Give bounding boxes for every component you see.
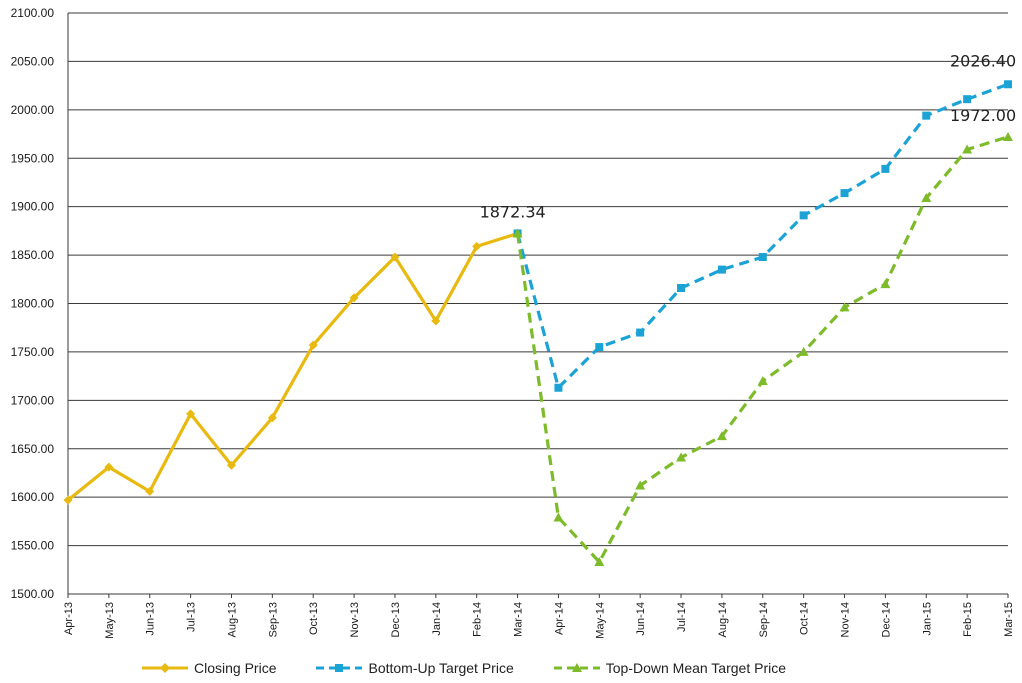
y-tick-label: 1700.00: [11, 393, 55, 407]
x-tick-label: Jun-13: [145, 602, 157, 636]
annotation-label: 2026.40: [950, 51, 1016, 70]
gridlines: [67, 12, 1008, 595]
data-point: [716, 431, 727, 441]
data-point: [554, 383, 563, 392]
series-line-1: [516, 82, 1009, 390]
data-point: [63, 495, 73, 505]
annotation-label: 1972.00: [950, 106, 1016, 125]
x-tick-label: Nov-14: [840, 602, 852, 637]
data-point: [677, 284, 686, 293]
data-point: [839, 302, 850, 312]
y-tick-label: 1550.00: [11, 539, 55, 553]
data-point: [840, 189, 849, 198]
x-tick-label: Oct-14: [799, 602, 811, 635]
data-point: [186, 409, 196, 419]
legend-label-closing-price: Closing Price: [194, 660, 277, 676]
data-point: [267, 413, 277, 423]
data-point: [636, 328, 645, 337]
data-point: [553, 512, 564, 522]
data-point: [512, 228, 523, 238]
x-tick-label: Jan-14: [431, 602, 443, 636]
data-point: [799, 211, 808, 220]
y-tick-label: 1600.00: [11, 490, 55, 504]
y-tick-label: 1750.00: [11, 345, 55, 359]
x-tick-label: Jul-13: [186, 602, 198, 632]
data-point: [921, 192, 932, 202]
data-point: [922, 111, 931, 120]
y-tick-label: 1950.00: [11, 151, 55, 165]
series-line-2: [516, 135, 1009, 564]
x-tick-label: Sep-14: [758, 602, 770, 637]
y-tick-label: 2050.00: [11, 54, 55, 68]
x-tick-label: Mar-15: [1003, 602, 1015, 637]
data-point: [145, 486, 155, 496]
data-point: [472, 241, 482, 251]
data-point: [717, 265, 726, 274]
x-tick-label: Feb-14: [472, 602, 484, 637]
legend-line-bottom-up-icon: [316, 664, 363, 672]
data-point: [962, 144, 973, 154]
data-point: [798, 346, 809, 356]
data-point: [881, 164, 890, 173]
data-point: [349, 293, 359, 303]
data-point: [431, 316, 441, 326]
y-tick-label: 2000.00: [11, 103, 55, 117]
x-tick-label: Jan-15: [921, 602, 933, 636]
x-axis-ticks: Apr-13 May-13 Jun-13 Jul-13 Aug-13 Sep-13 Oct-…: [63, 594, 1015, 639]
x-tick-label: Dec-13: [390, 602, 402, 637]
legend-label-bottom-up: Bottom-Up Target Price: [368, 660, 514, 676]
data-point: [595, 343, 604, 352]
x-tick-label: Sep-13: [267, 602, 279, 637]
x-tick-label: Mar-14: [513, 602, 525, 637]
data-point: [308, 340, 318, 350]
x-tick-label: May-14: [594, 602, 606, 639]
y-tick-label: 1500.00: [11, 587, 55, 601]
legend-line-closing-icon: [142, 663, 188, 673]
data-point: [635, 480, 646, 490]
x-tick-label: Jun-14: [635, 602, 647, 636]
data-point: [757, 375, 768, 385]
x-tick-label: Aug-14: [717, 602, 729, 637]
annotations: 1872.34 2026.40 1972.00: [480, 51, 1017, 221]
legend: Closing Price Bottom-Up Target Price Top…: [140, 660, 824, 676]
legend-item-bottom-up: Bottom-Up Target Price: [314, 660, 514, 676]
data-point: [594, 557, 605, 567]
data-point: [226, 460, 236, 470]
y-tick-label: 1850.00: [11, 248, 55, 262]
legend-item-closing-price: Closing Price: [140, 660, 276, 676]
annotation-label: 1872.34: [480, 202, 546, 221]
x-tick-label: Nov-13: [349, 602, 361, 637]
x-tick-label: Feb-15: [962, 602, 974, 637]
x-tick-label: May-13: [104, 602, 116, 639]
legend-label-top-down: Top-Down Mean Target Price: [605, 660, 787, 676]
data-point: [880, 279, 891, 289]
data-point: [963, 95, 972, 104]
y-axis-ticks: 1500.00 1550.00 1600.00 1650.00 1700.00 1750.…: [11, 6, 55, 601]
data-point: [676, 452, 687, 462]
y-tick-label: 1650.00: [11, 442, 55, 456]
series-group: [63, 80, 1013, 567]
series-line-0: [66, 231, 519, 502]
legend-line-top-down-icon: [553, 663, 600, 672]
legend-item-top-down: Top-Down Mean Target Price: [552, 660, 786, 676]
x-tick-label: Apr-14: [553, 602, 565, 635]
x-tick-label: Oct-13: [308, 602, 320, 635]
y-tick-label: 1800.00: [11, 297, 55, 311]
data-point: [758, 253, 767, 262]
data-point: [1004, 80, 1012, 89]
x-tick-label: Jul-14: [676, 602, 688, 632]
x-tick-label: Aug-13: [226, 602, 238, 637]
line-chart: 1500.00 1550.00 1600.00 1650.00 1700.00 1750.…: [11, 6, 1017, 639]
data-point: [104, 462, 114, 472]
x-tick-label: Apr-13: [63, 602, 75, 635]
x-tick-label: Dec-14: [880, 602, 892, 637]
data-point: [1003, 131, 1013, 141]
y-tick-label: 2100.00: [11, 6, 55, 20]
y-tick-label: 1900.00: [11, 200, 55, 214]
data-point: [390, 252, 400, 262]
